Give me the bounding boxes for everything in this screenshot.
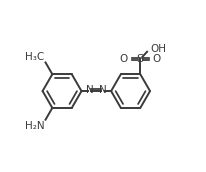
Text: S: S bbox=[136, 54, 143, 64]
Text: N: N bbox=[85, 85, 93, 95]
Text: OH: OH bbox=[150, 44, 166, 54]
Text: O: O bbox=[119, 54, 127, 64]
Text: H₃C: H₃C bbox=[25, 52, 44, 62]
Text: O: O bbox=[152, 54, 160, 64]
Text: N: N bbox=[98, 85, 106, 95]
Text: H₂N: H₂N bbox=[25, 121, 44, 131]
